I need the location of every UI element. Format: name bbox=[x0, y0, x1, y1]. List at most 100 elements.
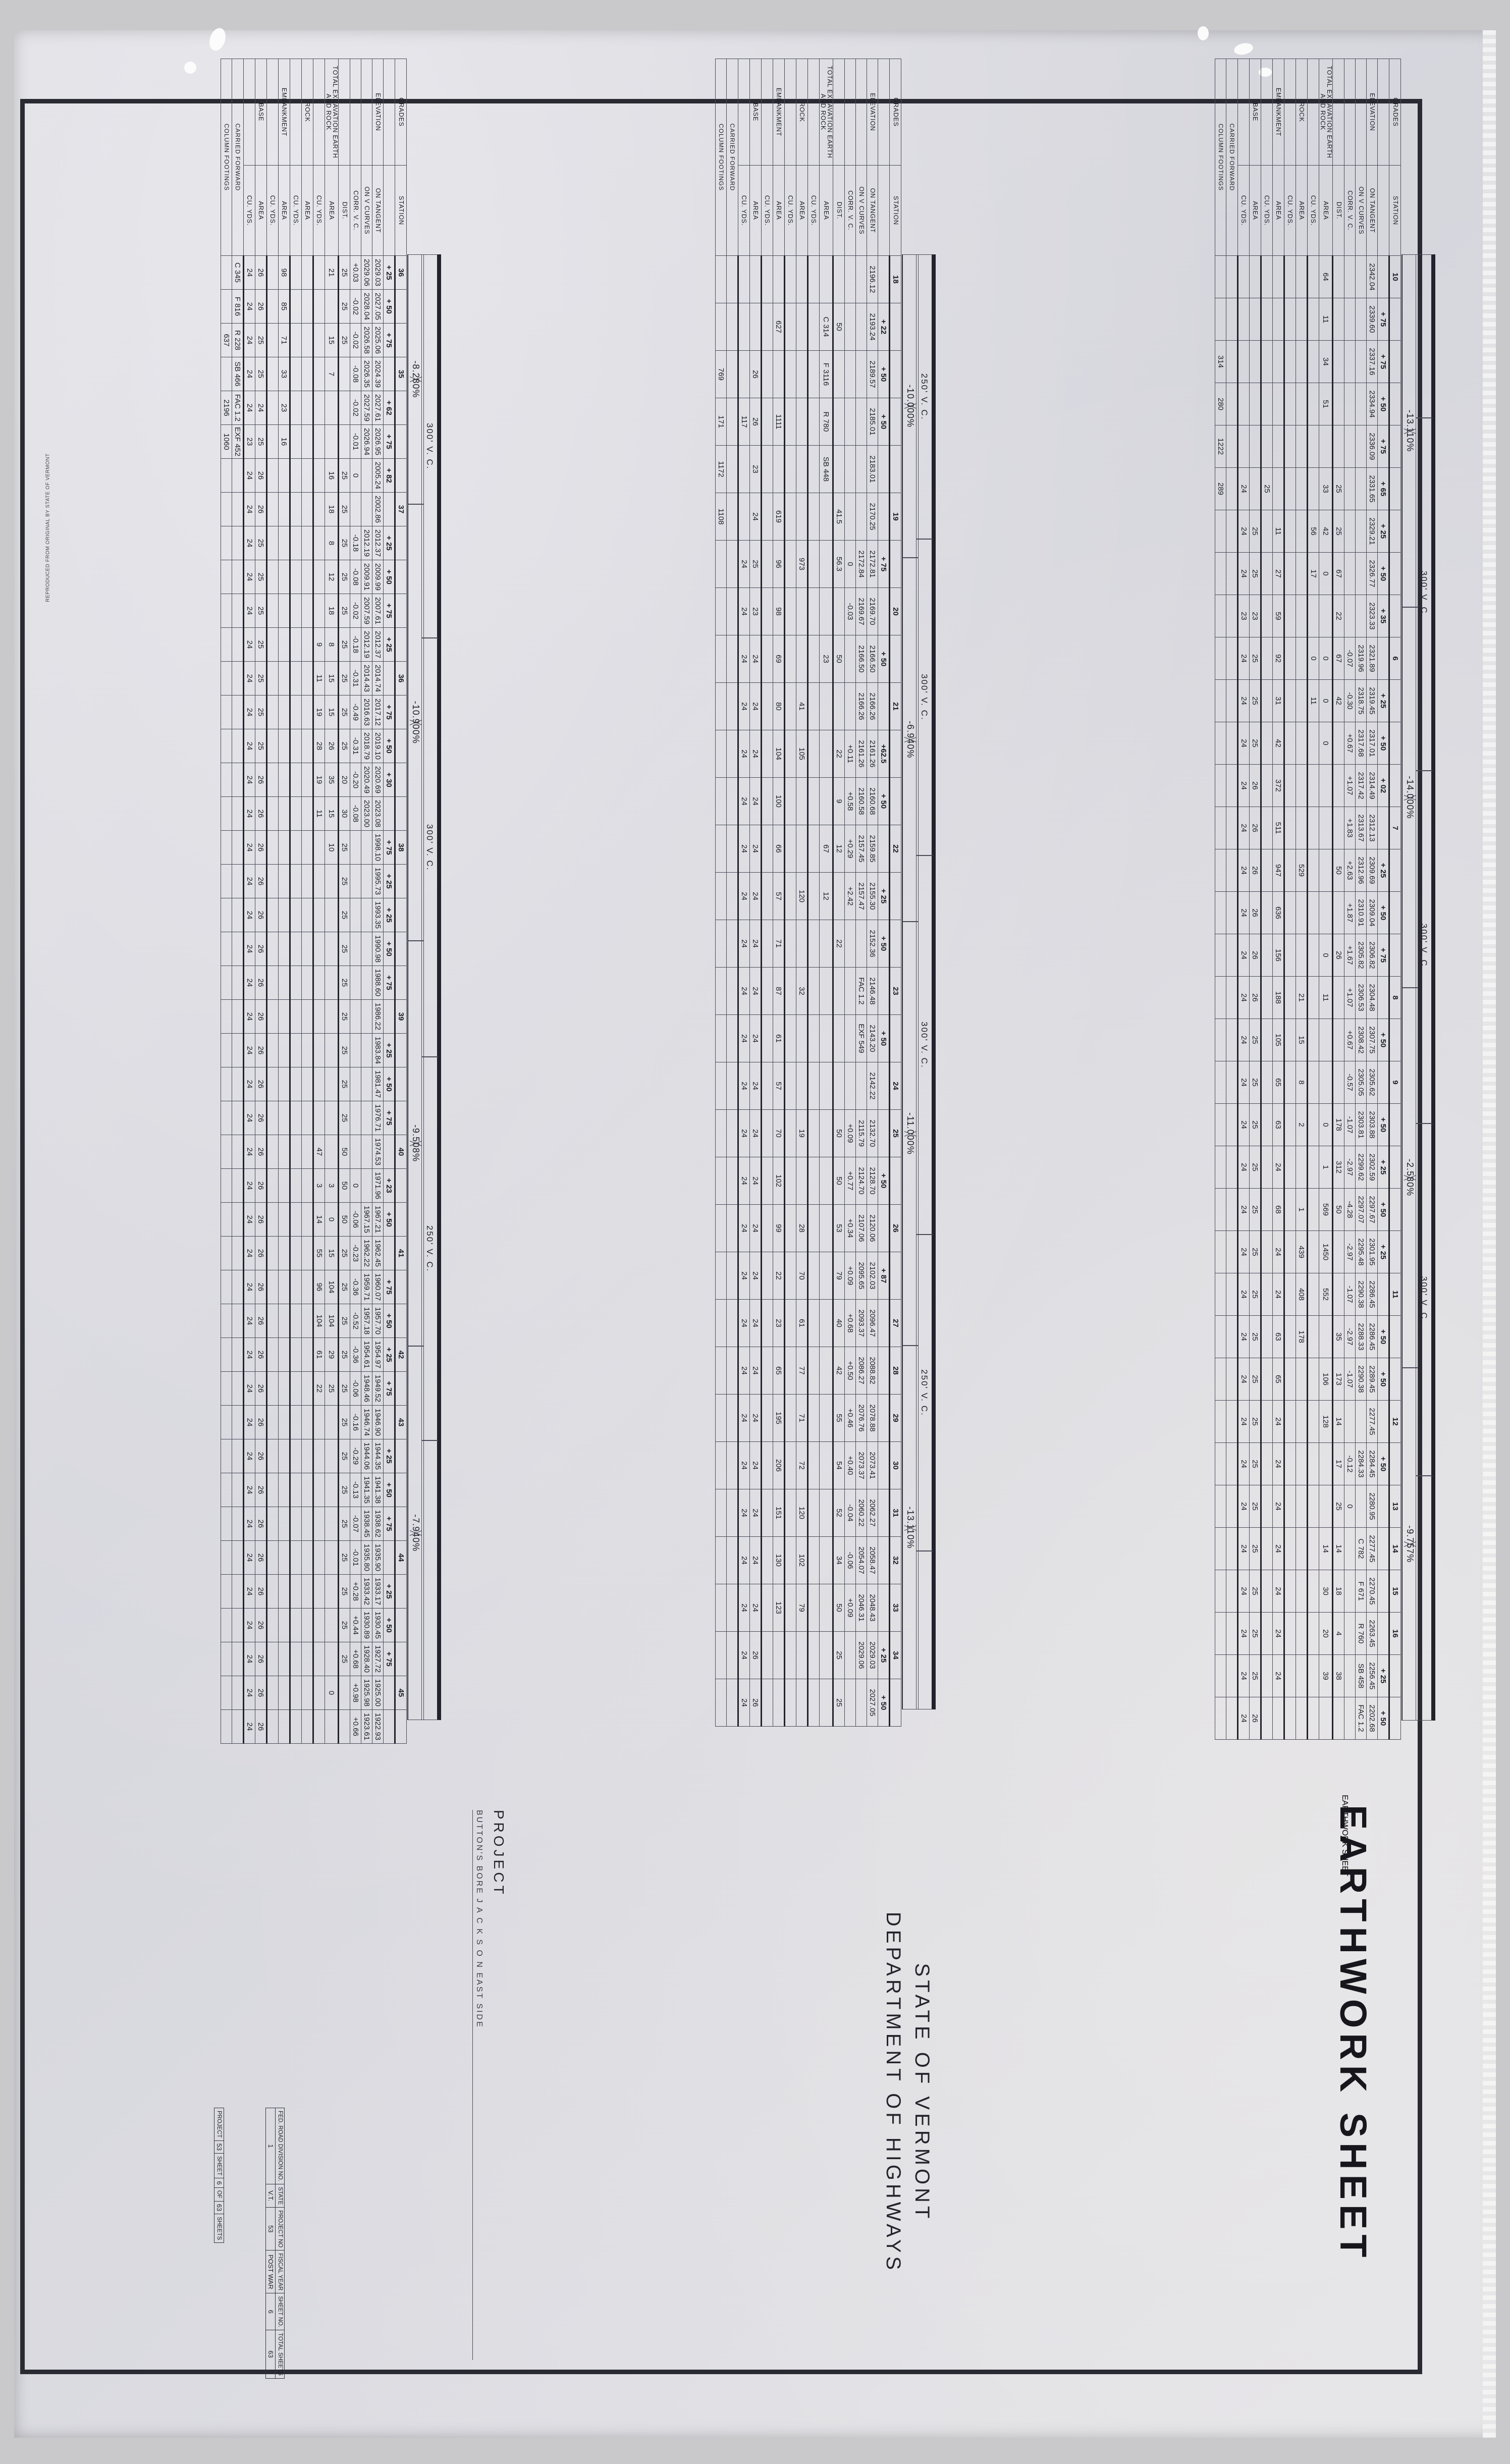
table-cell bbox=[325, 1067, 339, 1101]
table-cell bbox=[1332, 891, 1344, 934]
table-cell bbox=[761, 1347, 773, 1395]
table-cell: 26 bbox=[255, 1337, 267, 1372]
table-cell bbox=[819, 540, 833, 588]
table-cell bbox=[1355, 298, 1367, 341]
table-cell bbox=[1284, 637, 1296, 680]
table-cell bbox=[807, 825, 820, 873]
table-row: ELEVATION ON TANGENT 2029.03 2027.05 2025.06… bbox=[372, 59, 384, 1744]
table-cell: 26 bbox=[749, 350, 762, 398]
table-cell: +62.5 bbox=[878, 730, 890, 778]
table-cell bbox=[1344, 1654, 1356, 1697]
table-cell: 24 bbox=[243, 492, 255, 526]
column-group-header: TOTAL EXCAVATION EARTH AND ROCK bbox=[819, 59, 833, 166]
summary-cell bbox=[715, 587, 727, 635]
table-cell bbox=[807, 398, 820, 446]
table-cell bbox=[819, 1109, 833, 1157]
table-cell: -0.31 bbox=[350, 729, 361, 763]
table-cell: 1941.35 bbox=[361, 1473, 372, 1507]
table-cell: 13 bbox=[1389, 1485, 1401, 1528]
table-cell bbox=[1307, 1315, 1319, 1358]
table-cell bbox=[819, 587, 833, 635]
sheet-no-value: 6 bbox=[214, 2178, 224, 2188]
table-cell: 1922.93 bbox=[372, 1709, 384, 1744]
table-cell bbox=[1296, 807, 1308, 849]
table-cell: 24 bbox=[1272, 1230, 1284, 1273]
table-cell: 22 bbox=[313, 1371, 325, 1406]
table-cell: 2305.62 bbox=[1366, 1061, 1378, 1104]
table-cell: 24 bbox=[1237, 976, 1250, 1019]
table-cell: 24 bbox=[738, 1489, 750, 1537]
table-cell bbox=[1389, 891, 1401, 934]
table-cell: 24 bbox=[243, 323, 255, 357]
column-header: AREA bbox=[278, 165, 290, 256]
table-cell: 24 bbox=[749, 1536, 762, 1584]
column-header: CORR. V. C. bbox=[350, 165, 361, 256]
table-cell: 99 bbox=[773, 1204, 785, 1252]
table-cell bbox=[361, 864, 372, 898]
table-cell: 2007.59 bbox=[361, 594, 372, 628]
grade-percent-label: -6.940% bbox=[902, 557, 919, 922]
table-cell: 25 bbox=[325, 1371, 339, 1406]
table-cell bbox=[266, 1371, 279, 1406]
table-cell: 2284.33 bbox=[1355, 1442, 1367, 1485]
table-cell bbox=[1261, 255, 1273, 298]
table-cell: + 25 bbox=[383, 864, 395, 898]
table-cell bbox=[395, 1507, 407, 1541]
table-cell: FAC 1.2 bbox=[855, 967, 867, 1015]
table-cell: 2025.06 bbox=[372, 323, 384, 357]
summary-cell bbox=[221, 661, 232, 695]
table-cell: 26 bbox=[255, 1135, 267, 1169]
table-cell bbox=[1296, 1654, 1308, 1697]
table-cell: 2012.37 bbox=[372, 526, 384, 560]
table-cell: 7 bbox=[325, 357, 339, 391]
table-cell bbox=[278, 1473, 290, 1507]
table-cell: 2026.58 bbox=[361, 323, 372, 357]
summary-cell bbox=[715, 730, 727, 778]
column-group-header: GRADES bbox=[1389, 59, 1401, 166]
table-cell bbox=[1261, 722, 1273, 765]
table-cell: -0.49 bbox=[350, 695, 361, 729]
summary-cell bbox=[1226, 1103, 1238, 1146]
column-group-header: EMBANKMENT bbox=[278, 59, 290, 166]
summary-cell bbox=[1226, 383, 1238, 425]
sheets-label: SHEETS bbox=[214, 2214, 224, 2243]
table-cell: 71 bbox=[773, 920, 785, 968]
table-cell: 57 bbox=[773, 1062, 785, 1110]
table-cell bbox=[784, 1489, 796, 1537]
table-cell: R 780 bbox=[819, 398, 833, 446]
table-cell bbox=[1377, 1400, 1389, 1443]
table-cell: 2086.27 bbox=[855, 1347, 867, 1395]
summary-cell bbox=[1215, 255, 1226, 298]
table-cell: 2026.95 bbox=[372, 424, 384, 459]
summary-row: COLUMN FOOTINGS 314 280 1222 289 bbox=[1215, 59, 1226, 1740]
table-cell: 2306.53 bbox=[1355, 976, 1367, 1019]
table-cell: 85 bbox=[278, 289, 290, 324]
table-cell bbox=[1249, 255, 1261, 298]
table-cell bbox=[796, 1014, 808, 1062]
summary-cell bbox=[232, 1709, 244, 1744]
title-block-header-row: FED. ROAD DIVISION NO. STATE PROJECT NO … bbox=[275, 2108, 285, 2379]
table-cell bbox=[1307, 1061, 1319, 1104]
table-cell: 2143.20 bbox=[867, 1014, 878, 1062]
table-cell: 569 bbox=[1319, 1188, 1333, 1231]
summary-cell bbox=[1215, 1527, 1226, 1570]
table-cell bbox=[1307, 425, 1319, 468]
table-cell: 25 bbox=[1261, 467, 1273, 510]
table-cell bbox=[266, 560, 279, 594]
table-cell: 2002.86 bbox=[372, 492, 384, 526]
table-cell: 47 bbox=[313, 1135, 325, 1169]
table-cell bbox=[784, 1014, 796, 1062]
summary-cell bbox=[715, 1631, 727, 1679]
summary-cell bbox=[1215, 1570, 1226, 1613]
table-cell: 24 bbox=[1237, 1188, 1250, 1231]
agency-line-1: STATE OF VERMONT bbox=[911, 1963, 933, 2222]
table-cell: 24 bbox=[243, 1337, 255, 1372]
table-cell bbox=[784, 1394, 796, 1442]
table-cell: 61 bbox=[773, 1014, 785, 1062]
table-cell: + 25 bbox=[383, 898, 395, 932]
table-cell: 2326.77 bbox=[1366, 552, 1378, 595]
summary-cell bbox=[726, 1441, 738, 1489]
table-cell bbox=[301, 560, 313, 594]
table-cell bbox=[350, 1135, 361, 1169]
table-cell bbox=[1261, 1654, 1273, 1697]
